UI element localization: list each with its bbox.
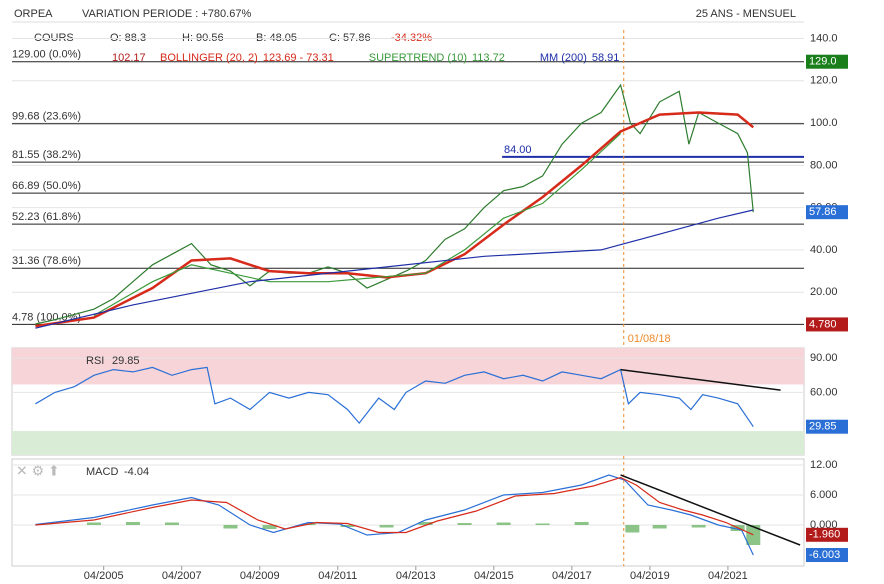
legend-high: H: 90.56 bbox=[182, 32, 224, 44]
x-tick-label: 04/2011 bbox=[318, 570, 357, 582]
y-tick-label: 6.000 bbox=[810, 489, 838, 501]
series-line bbox=[35, 209, 754, 329]
price-badge bbox=[806, 527, 848, 542]
variation: VARIATION PERIODE : +780.67% bbox=[82, 8, 251, 20]
legend-value: 113.72 bbox=[472, 52, 505, 64]
zone bbox=[12, 431, 804, 455]
x-tick-label: 04/2019 bbox=[630, 570, 670, 582]
fib-label: 99.68 (23.6%) bbox=[12, 111, 81, 123]
histogram-bar bbox=[457, 523, 472, 525]
macd-frame bbox=[11, 458, 805, 567]
histogram-bar bbox=[746, 525, 761, 545]
legend-name: MM (200) bbox=[540, 52, 587, 64]
legend-name: BOLLINGER (20, 2) bbox=[160, 52, 258, 64]
fib-label: 4.78 (100.0%) bbox=[12, 311, 81, 323]
legend-value: 58.91 bbox=[592, 52, 620, 64]
histogram-bar bbox=[496, 522, 511, 525]
trendline bbox=[620, 474, 801, 546]
price-badge bbox=[806, 317, 848, 332]
x-tick-label: 04/2015 bbox=[474, 570, 514, 582]
legend-low: B: 48.05 bbox=[256, 32, 297, 44]
price-badge bbox=[806, 548, 848, 563]
fib-label: 129.00 (0.0%) bbox=[12, 49, 81, 61]
y-tick-label: 40.00 bbox=[810, 244, 838, 256]
series-line bbox=[35, 474, 754, 556]
date-marker-label: 01/08/18 bbox=[628, 333, 671, 345]
series-line bbox=[35, 366, 754, 428]
histogram-bar bbox=[86, 522, 101, 525]
histogram-bar bbox=[535, 523, 550, 525]
legend-change: -34.32% bbox=[391, 32, 432, 44]
legend-name: SUPERTREND (10) bbox=[369, 52, 467, 64]
y-tick-label: 60.00 bbox=[810, 386, 838, 398]
histogram-bar bbox=[340, 525, 355, 527]
indicator-title: RSI bbox=[86, 355, 104, 367]
fib-label: 31.36 (78.6%) bbox=[12, 255, 81, 267]
x-tick-label: 04/2017 bbox=[552, 570, 592, 582]
histogram-bar bbox=[164, 522, 179, 525]
y-tick-label: 120.0 bbox=[810, 75, 838, 87]
series-line bbox=[35, 476, 754, 536]
x-tick-label: 04/2013 bbox=[396, 570, 436, 582]
price-badge bbox=[806, 205, 848, 220]
legend-value: 123.69 - 73.31 bbox=[263, 52, 334, 64]
histogram-bar bbox=[262, 525, 277, 529]
legend-overlap: 102.17 bbox=[112, 52, 146, 64]
histogram-bar bbox=[223, 525, 238, 529]
price-badge-label: -6.003 bbox=[809, 549, 840, 561]
price-badge-label: 129.0 bbox=[809, 56, 837, 68]
legend-cours: COURS bbox=[34, 32, 74, 44]
series-line bbox=[93, 133, 622, 317]
histogram-bar bbox=[574, 522, 589, 525]
y-tick-label: 12.00 bbox=[810, 459, 838, 471]
y-tick-label: 80.00 bbox=[810, 159, 838, 171]
fib-label: 66.89 (50.0%) bbox=[12, 180, 81, 192]
y-tick-label: 20.00 bbox=[810, 286, 838, 298]
legend-open: O: 88.3 bbox=[110, 32, 146, 44]
indicator-title: MACD bbox=[86, 466, 118, 478]
zone bbox=[12, 348, 804, 385]
histogram-bar bbox=[125, 522, 140, 525]
legend-close: C: 57.86 bbox=[329, 32, 371, 44]
histogram-bar bbox=[652, 525, 667, 529]
fib-label: 81.55 (38.2%) bbox=[12, 149, 81, 161]
indicator-value: 29.85 bbox=[112, 355, 140, 367]
indicator-value: -4.04 bbox=[124, 466, 149, 478]
series-line bbox=[35, 83, 754, 325]
symbol: ORPEA bbox=[14, 8, 53, 20]
fib-label: 52.23 (61.8%) bbox=[12, 211, 81, 223]
histogram-bar bbox=[379, 525, 394, 528]
price-badge bbox=[806, 54, 848, 69]
y-tick-label: 140.0 bbox=[810, 32, 838, 44]
histogram-bar bbox=[625, 525, 640, 533]
x-tick-label: 04/2007 bbox=[162, 570, 202, 582]
y-tick-label: 100.0 bbox=[810, 117, 838, 129]
y-tick-label: 90.00 bbox=[810, 352, 838, 364]
trendline bbox=[620, 368, 781, 391]
price-badge-label: -1.960 bbox=[809, 529, 840, 541]
histogram-bar bbox=[418, 522, 433, 525]
price-badge-label: 57.86 bbox=[809, 206, 837, 218]
price-badge-label: 29.85 bbox=[809, 421, 837, 433]
histogram-bar bbox=[691, 525, 706, 528]
price-badge bbox=[806, 419, 848, 434]
period: 25 ANS - MENSUEL bbox=[696, 8, 796, 20]
support-label: 84.00 bbox=[504, 144, 532, 156]
x-tick-label: 04/2005 bbox=[84, 570, 124, 582]
svg-text:✕ ⚙ ⬆: ✕ ⚙ ⬆ bbox=[16, 463, 60, 479]
x-tick-label: 04/2021 bbox=[708, 570, 748, 582]
price-badge-label: 4.780 bbox=[809, 318, 837, 330]
x-tick-label: 04/2009 bbox=[240, 570, 280, 582]
